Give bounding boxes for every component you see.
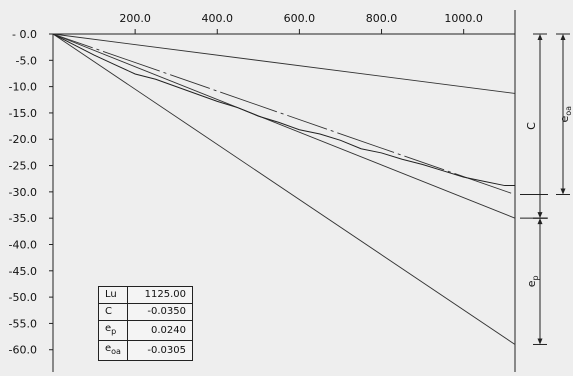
x-tick-label: 800.0 (366, 12, 398, 25)
series-line-2 (52, 33, 516, 219)
table-row: Lu 1125.00 (98, 286, 193, 304)
y-tick-label: -45.0 (9, 265, 37, 278)
y-tick-label: -25.0 (9, 160, 37, 173)
y-tick-label: -15.0 (9, 107, 37, 120)
dimension-1-label: C (525, 122, 538, 130)
x-tick-label: 400.0 (202, 12, 234, 25)
table-row: ep 0.0240 (98, 320, 193, 341)
series-line-4 (52, 33, 516, 195)
dimension-1-arrow-top (537, 34, 543, 40)
dimension-1-arrow-bottom (537, 212, 543, 219)
x-tick-label: 600.0 (284, 12, 316, 25)
y-tick-label: -35.0 (9, 212, 37, 225)
y-tick-label: -50.0 (9, 291, 37, 304)
table-label-c: C (98, 303, 128, 321)
dimension-3-arrow-bottom (537, 338, 543, 345)
table-label-lu: Lu (98, 286, 128, 304)
table-label-eoa: eoa (98, 340, 128, 361)
series-line-3 (52, 33, 516, 345)
series-line-5 (52, 33, 515, 187)
table-row: C -0.0350 (98, 303, 193, 321)
series-line-1 (52, 33, 516, 94)
table-value-eoa: -0.0305 (127, 340, 193, 361)
table-label-ep: ep (98, 320, 128, 341)
y-tick-label: -40.0 (9, 238, 37, 251)
table-value-lu: 1125.00 (127, 286, 193, 304)
y-tick-label: -10.0 (9, 81, 37, 94)
x-tick-label: 200.0 (119, 12, 151, 25)
y-tick-label: - 0.0 (12, 28, 37, 41)
y-tick-label: -60.0 (9, 344, 37, 357)
dimension-3-label: ep (525, 275, 540, 287)
table-row: eoa -0.0305 (98, 340, 193, 361)
y-tick-label: -5.0 (16, 54, 37, 67)
dimension-2-arrow-top (560, 34, 566, 40)
y-tick-label: -55.0 (9, 317, 37, 330)
dimension-2-arrow-bottom (560, 188, 566, 195)
table-value-ep: 0.0240 (127, 320, 193, 341)
y-tick-label: -30.0 (9, 186, 37, 199)
table-value-c: -0.0350 (127, 303, 193, 321)
parameter-table: Lu 1125.00 C -0.0350 ep 0.0240 eoa -0.03… (98, 286, 193, 361)
y-tick-label: -20.0 (9, 133, 37, 146)
x-tick-label: 1000.0 (444, 12, 483, 25)
dimension-2-label: eoa (558, 106, 573, 123)
dimension-3-arrow-top (537, 218, 543, 225)
